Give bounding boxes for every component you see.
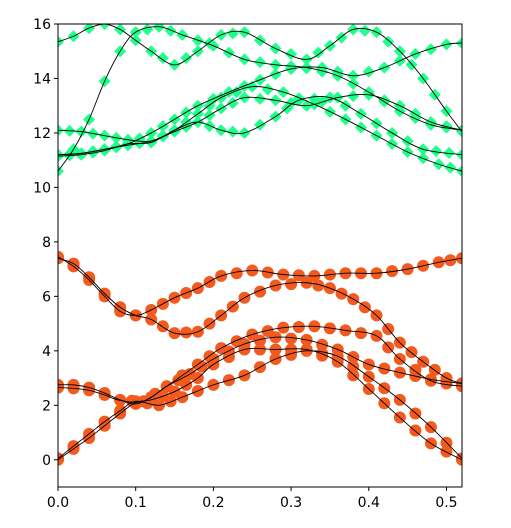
upper-band-1-point-8 (153, 24, 165, 33)
lower-band-5-point-22 (335, 287, 348, 300)
upper-band-2-point-16 (254, 34, 266, 47)
y-tick-label: 12 (33, 126, 51, 142)
lower-band-5-point-8 (156, 320, 169, 333)
upper-band-4-point-24 (339, 99, 352, 112)
band-curve-9 (58, 93, 462, 143)
band-curve-7 (58, 26, 462, 172)
lower-marker-group (58, 250, 462, 466)
upper-band-4-point-31 (443, 146, 456, 159)
band-curve-6 (58, 256, 462, 316)
lower-band-4-point-18 (292, 320, 305, 333)
band-curve-5 (58, 257, 462, 384)
upper-band-1-point-15 (254, 56, 266, 69)
lower-band-6-point-29 (456, 252, 462, 265)
band-curve-3 (58, 336, 462, 405)
lower-band-3-point-23 (378, 362, 391, 375)
lower-band-5-point-10 (180, 326, 193, 339)
upper-band-3-point-16 (226, 96, 239, 109)
fit-curve-group (58, 24, 462, 461)
upper-band-2-point-10 (180, 52, 193, 65)
lower-band-3-point-19 (316, 338, 329, 351)
upper-band-2-point-8 (156, 52, 169, 65)
lower-band-2-point-9 (164, 395, 177, 408)
lower-band-1-point-15 (254, 343, 266, 356)
upper-band-6-point-20 (300, 62, 313, 75)
upper-band-1-point-1 (58, 165, 64, 178)
y-tick-label: 14 (33, 71, 51, 87)
upper-band-2-point-22 (335, 31, 348, 44)
upper-band-1-point-21 (347, 77, 360, 90)
upper-band-3-point-18 (254, 92, 266, 105)
y-tick-label: 2 (42, 398, 51, 414)
y-tick-label: 8 (42, 235, 51, 251)
y-axis: 0 2 4 6 8 10 12 14 16 (33, 17, 58, 469)
upper-band-2-point-20 (312, 46, 325, 59)
y-tick-label: 4 (42, 344, 51, 360)
upper-band-4-point-14 (203, 120, 216, 133)
upper-band-4-point-18 (254, 118, 266, 131)
upper-marker-group (58, 24, 462, 178)
lower-band-1-point-27 (440, 445, 453, 458)
lower-band-5-point-24 (358, 301, 371, 314)
lower-band-3-point-17 (285, 332, 298, 345)
upper-band-1-point-9 (164, 24, 177, 37)
y-tick-label: 16 (33, 17, 51, 33)
lower-band-1-point-21 (347, 369, 360, 382)
upper-band-2-point-1 (58, 35, 64, 48)
upper-band-4-point-30 (430, 145, 443, 158)
upper-band-2-point-26 (382, 35, 395, 48)
band-curve-4 (58, 325, 462, 403)
upper-band-5-point-31 (456, 165, 462, 178)
lower-band-4-point-22 (355, 327, 367, 340)
lower-band-6-point-14 (230, 267, 243, 280)
band-curve-2 (58, 350, 462, 459)
upper-band-1-point-7 (141, 24, 154, 36)
y-tick-label: 0 (42, 453, 51, 469)
upper-band-6-point-18 (269, 68, 282, 81)
lower-band-5-point-18 (285, 278, 298, 291)
x-axis: 0.0 0.1 0.2 0.3 0.4 0.5 (47, 487, 458, 511)
axes-frame (57, 23, 463, 488)
lower-band-4-point-14 (230, 335, 243, 348)
y-tick-label: 6 (42, 289, 51, 305)
upper-band-2-point-24 (358, 24, 371, 37)
x-tick-label: 0.4 (358, 495, 380, 511)
upper-band-2-point-4 (98, 24, 111, 30)
y-tick-label: 10 (33, 180, 51, 196)
upper-band-5-point-18 (261, 83, 274, 96)
x-tick-label: 0.5 (435, 495, 457, 511)
upper-band-3-point-30 (440, 120, 453, 133)
x-tick-label: 0.0 (47, 495, 69, 511)
upper-band-6-point-28 (424, 43, 437, 56)
lower-band-4-point-16 (261, 325, 274, 338)
band-curve-12 (58, 42, 462, 156)
upper-band-4-point-28 (401, 135, 414, 148)
x-tick-label: 0.2 (202, 495, 224, 511)
band-curve-1 (58, 347, 462, 461)
upper-band-2-point-14 (226, 27, 239, 40)
x-tick-label: 0.3 (280, 495, 302, 511)
plot-area (58, 24, 462, 466)
upper-band-4-point-16 (226, 125, 239, 138)
upper-band-3-point-24 (347, 90, 360, 103)
lower-band-5-point-20 (312, 279, 325, 292)
lower-band-2-point-17 (285, 348, 298, 361)
lower-band-5-point-16 (254, 285, 266, 298)
upper-band-6-point-24 (362, 65, 375, 78)
x-tick-label: 0.1 (125, 495, 147, 511)
